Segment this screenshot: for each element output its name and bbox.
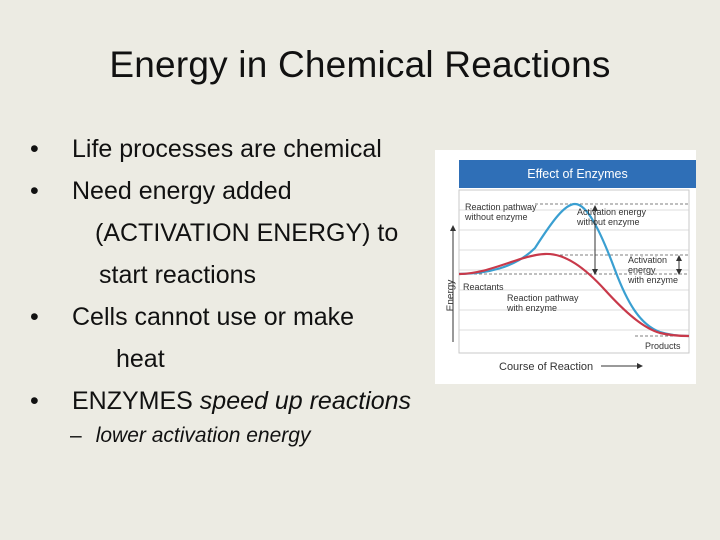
figure-title: Effect of Enzymes [459, 160, 696, 188]
sub-bullet: – lower activation energy [70, 424, 310, 448]
label-reactants: Reactants [463, 282, 504, 292]
bullet-dot: • [30, 387, 39, 415]
bullet-dot: • [30, 303, 39, 331]
label-pathway-without: Reaction pathway without enzyme [465, 202, 537, 222]
bullet-1-text: Life processes are chemical [72, 135, 382, 163]
enzyme-figure: Effect of Enzymes [435, 150, 696, 384]
y-axis-label: Energy [445, 279, 457, 312]
bullet-2: • Need energy added [30, 170, 411, 212]
bullet-3-cont: heat [116, 345, 165, 373]
bullet-2-cont-1: (ACTIVATION ENERGY) to [95, 219, 399, 247]
bullet-2-cont-2: start reactions [99, 261, 257, 289]
bullet-1: • Life processes are chemical [30, 128, 411, 170]
energy-diagram [450, 189, 690, 369]
bullet-dot: • [30, 177, 39, 205]
bullet-list: • Life processes are chemical • Need ene… [30, 128, 411, 422]
bullet-2-line-1: Need energy added [72, 177, 292, 205]
label-activation-without: Activation energy without enzyme [577, 207, 647, 227]
grid-lines [459, 209, 689, 331]
slide-title: Energy in Chemical Reactions [109, 44, 611, 85]
bullet-dot: • [30, 135, 39, 163]
x-axis-label: Course of Reaction [499, 361, 594, 373]
label-activation-with: Activation energy with enzyme [628, 255, 679, 285]
bullet-3: • Cells cannot use or make [30, 296, 411, 338]
sub-bullet-dash: – [70, 424, 82, 447]
label-products: Products [645, 341, 681, 351]
label-pathway-with: Reaction pathway with enzyme [507, 293, 579, 313]
plot-frame [458, 189, 690, 354]
curve-with-enzyme [458, 252, 690, 338]
bullet-4-normal: ENZYMES [72, 387, 200, 415]
bullet-3-line-1: Cells cannot use or make [72, 303, 355, 331]
sub-bullet-text: lower activation energy [95, 424, 311, 447]
bullet-4: • ENZYMES speed up reactions [30, 380, 411, 422]
bullet-4-italic: speed up reactions [199, 387, 412, 415]
